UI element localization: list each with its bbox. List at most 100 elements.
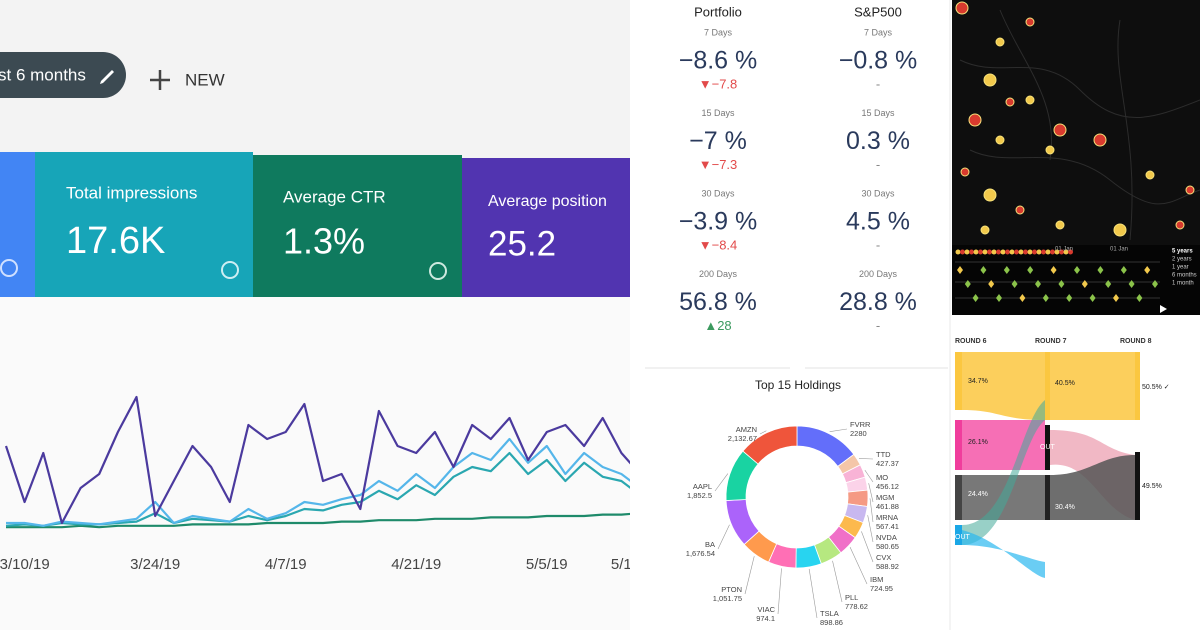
leader-line — [868, 483, 874, 503]
help-icon[interactable] — [221, 261, 239, 279]
timeline-marker — [1058, 280, 1065, 288]
timeline-markers — [955, 249, 1158, 302]
flow — [1050, 352, 1135, 420]
card-label: Average CTR — [283, 187, 386, 206]
change-value: - — [876, 318, 880, 333]
help-icon[interactable] — [0, 259, 18, 277]
change-value: ▼−7.3 — [699, 157, 738, 172]
card-label: Total impressions — [66, 183, 197, 202]
map-marker — [968, 113, 982, 127]
range-option[interactable]: 1 month — [1172, 281, 1194, 287]
slice-label: VIAC — [757, 605, 775, 614]
return-value: 56.8 % — [679, 288, 757, 316]
leader-line — [714, 473, 729, 492]
timeline-dot — [1050, 249, 1055, 255]
slice-value: 1,852.5 — [687, 491, 712, 500]
node-label: 24.4% — [968, 491, 988, 498]
card-value: 25.2 — [488, 224, 556, 263]
node — [955, 352, 962, 410]
slice-value: 724.95 — [870, 584, 893, 593]
slice-label: BA — [705, 540, 715, 549]
flow — [962, 352, 1045, 420]
timeline-marker — [996, 294, 1002, 302]
card-label: Average position — [488, 193, 607, 210]
node — [1135, 352, 1140, 420]
return-value: −3.9 % — [679, 208, 758, 236]
timeline-dot — [1036, 249, 1042, 255]
timeline-marker — [1035, 280, 1041, 288]
timeline-marker — [1066, 294, 1073, 302]
node-label: 49.5% — [1142, 483, 1162, 490]
x-tick-label: 3/24/19 — [130, 556, 180, 573]
timeline-dot — [964, 249, 970, 255]
leader-line — [808, 568, 818, 619]
return-value: −8.6 % — [679, 47, 758, 75]
timeline-dot — [1018, 249, 1024, 255]
map-marker — [1093, 133, 1107, 147]
leader-line — [759, 430, 767, 435]
timeline-dot — [1059, 249, 1064, 255]
timeline-dot — [1027, 249, 1033, 255]
node — [955, 420, 962, 470]
donut-slice — [742, 425, 798, 465]
line-chart: 3/10/19 3/24/19 4/7/19 4/21/19 5/5/19 5/1 — [0, 395, 630, 573]
timeline-dot — [1054, 249, 1060, 255]
map-panel: 01 Jan 01 Jan 5 years 2 years 1 year 6 m… — [952, 0, 1200, 315]
timeline-dot — [973, 249, 979, 255]
slice-value: 456.12 — [876, 482, 899, 491]
period-label: 7 Days — [704, 27, 733, 37]
return-value: 4.5 % — [846, 208, 910, 236]
line-series — [4, 395, 630, 525]
period-label: 15 Days — [701, 108, 735, 118]
date-chip[interactable] — [0, 52, 126, 98]
timeline-marker — [1019, 294, 1026, 302]
timeline-dot — [955, 249, 961, 255]
slice-value: 588.92 — [876, 562, 899, 571]
leader-line — [849, 547, 868, 585]
x-tick-label: 4/7/19 — [265, 556, 307, 573]
new-button[interactable]: NEW — [185, 70, 225, 89]
timeline-marker — [1113, 294, 1119, 302]
map-marker — [1175, 220, 1185, 230]
card — [35, 152, 253, 297]
timeline-marker — [964, 280, 971, 288]
range-option[interactable]: 1 year — [1172, 265, 1189, 271]
help-icon[interactable] — [429, 262, 447, 280]
timeline-date: 01 Jan — [1055, 247, 1073, 253]
slice-label: AAPL — [693, 482, 712, 491]
timeline-dot — [1063, 249, 1069, 255]
map-markers — [955, 1, 1195, 237]
period-label: 30 Days — [861, 188, 895, 198]
map-marker — [960, 167, 970, 177]
round-label: ROUND 6 — [955, 338, 987, 345]
change-value: - — [876, 76, 880, 91]
timeline-marker — [1042, 294, 1049, 302]
range-option[interactable]: 6 months — [1172, 273, 1197, 279]
node-label: 34.7% — [968, 378, 988, 385]
slice-value: 461.88 — [876, 502, 899, 511]
map-marker — [1113, 223, 1127, 237]
change-value: - — [876, 157, 880, 172]
timeline-marker — [1097, 266, 1104, 274]
map-marker — [1025, 95, 1035, 105]
map-marker — [955, 1, 969, 15]
slice-value: 580.65 — [876, 542, 899, 551]
range-option[interactable]: 2 years — [1172, 257, 1192, 263]
leader-line — [744, 556, 755, 595]
slice-value: 1,676.54 — [686, 549, 715, 558]
node — [1045, 475, 1050, 520]
slice-label: MO — [876, 473, 888, 482]
map-marker — [1185, 185, 1195, 195]
timeline-dot — [960, 249, 965, 255]
timeline-marker — [980, 266, 987, 274]
map-marker — [1045, 145, 1055, 155]
return-value: 0.3 % — [846, 127, 910, 155]
leader-line — [864, 469, 874, 483]
range-option[interactable]: 5 years — [1172, 249, 1193, 255]
play-button[interactable] — [1160, 305, 1167, 313]
x-tick-label: 4/21/19 — [391, 556, 441, 573]
map-marker — [983, 73, 997, 87]
period-label: 200 Days — [859, 269, 898, 279]
column-header: Portfolio — [694, 4, 742, 19]
map-marker — [1015, 205, 1025, 215]
